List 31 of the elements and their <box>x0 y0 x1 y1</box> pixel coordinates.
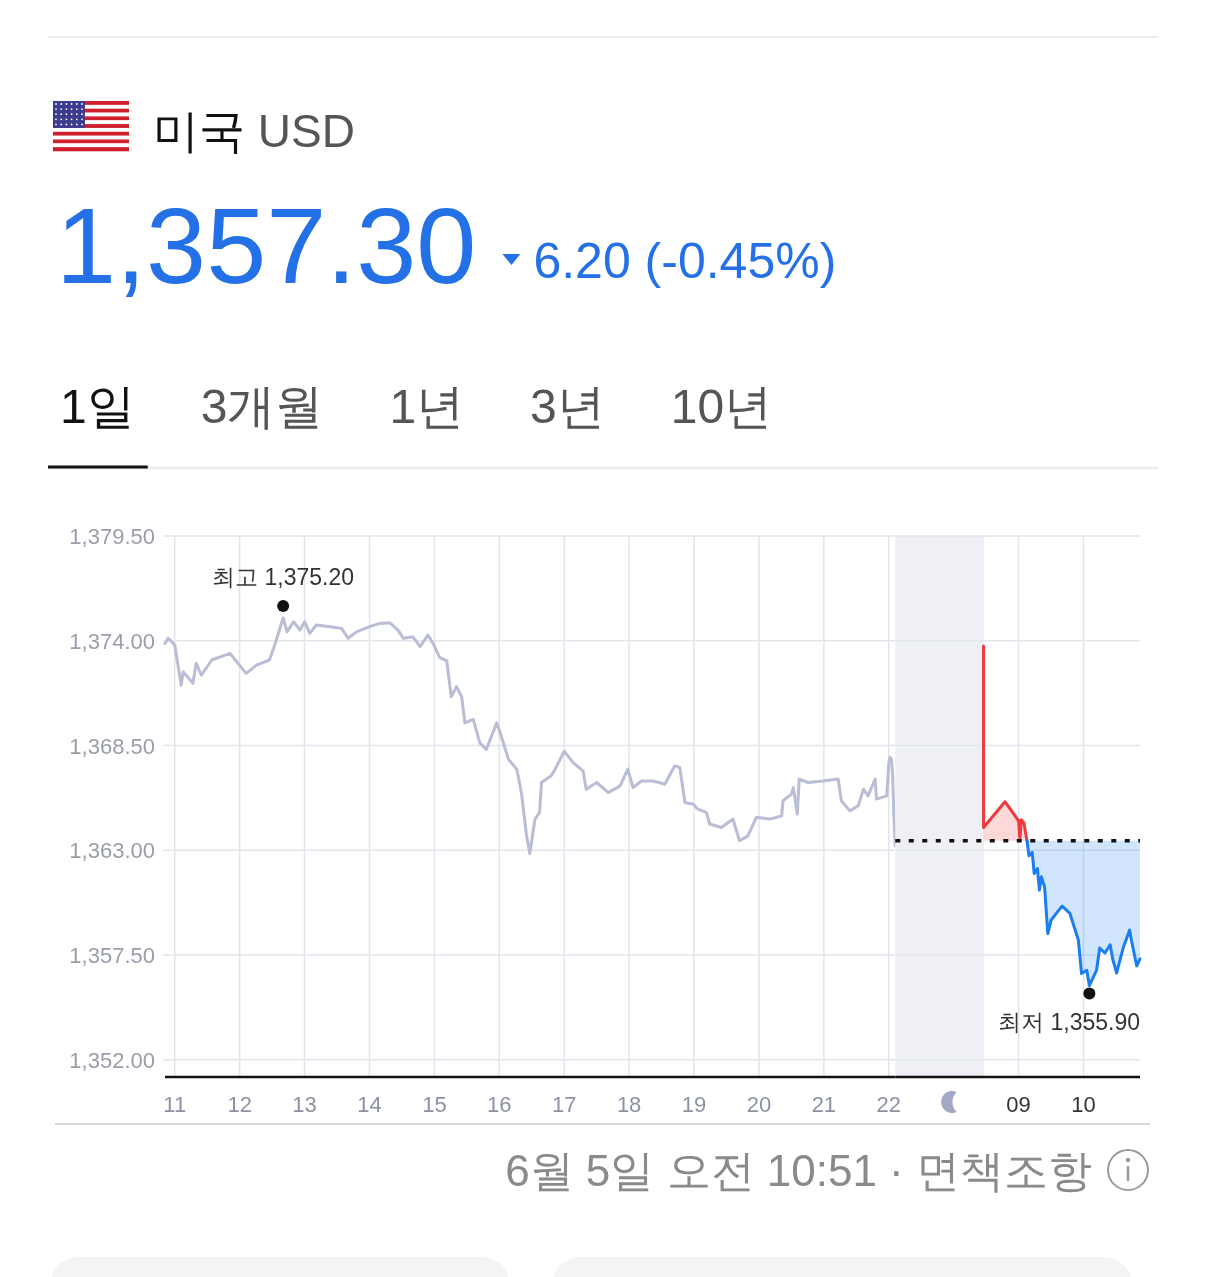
chart-title: 미국 USD <box>153 105 355 157</box>
text: 1일 <box>60 380 135 433</box>
x-tick-label: 16 <box>487 1092 512 1117</box>
y-tick-label: 1,352.00 <box>69 1047 155 1073</box>
y-tick-label: 1,379.50 <box>69 524 155 549</box>
y-tick-label: 1,374.00 <box>69 628 155 654</box>
x-tick-label: 09 <box>1006 1092 1031 1117</box>
x-tick-label: 20 <box>746 1092 772 1117</box>
annotation: 최저 1,355.90 <box>998 1008 1140 1035</box>
x-tick-label: 15 <box>422 1092 447 1117</box>
text: 1년 <box>389 380 465 433</box>
x-tick-label: 11 <box>163 1092 187 1117</box>
x-tick-label: 18 <box>616 1092 642 1117</box>
annotation: 최고 1,375.20 <box>212 563 355 590</box>
x-tick-label: 17 <box>551 1092 577 1117</box>
text: 10년 <box>670 380 773 433</box>
x-tick-label: 12 <box>227 1092 252 1117</box>
y-tick-label: 1,357.50 <box>69 943 155 969</box>
text: 6.20 (-0.45%) <box>533 233 837 289</box>
x-tick-label: 22 <box>876 1092 902 1117</box>
x-tick-label: 14 <box>357 1092 382 1117</box>
x-tick-label: 19 <box>681 1092 707 1117</box>
x-tick-label: 21 <box>811 1092 837 1117</box>
text: 3년 <box>530 380 605 433</box>
y-tick-label: 1,363.00 <box>69 838 155 864</box>
text: 3개월 <box>200 380 324 433</box>
chart-subtitle: 1,357.30 <box>56 185 477 306</box>
x-tick-label: 10 <box>1071 1092 1096 1117</box>
text: 6월 5일 오전 10:51 · 면책조항 <box>505 1146 1092 1195</box>
x-tick-label: 13 <box>292 1092 317 1117</box>
y-tick-label: 1,368.50 <box>69 733 155 759</box>
